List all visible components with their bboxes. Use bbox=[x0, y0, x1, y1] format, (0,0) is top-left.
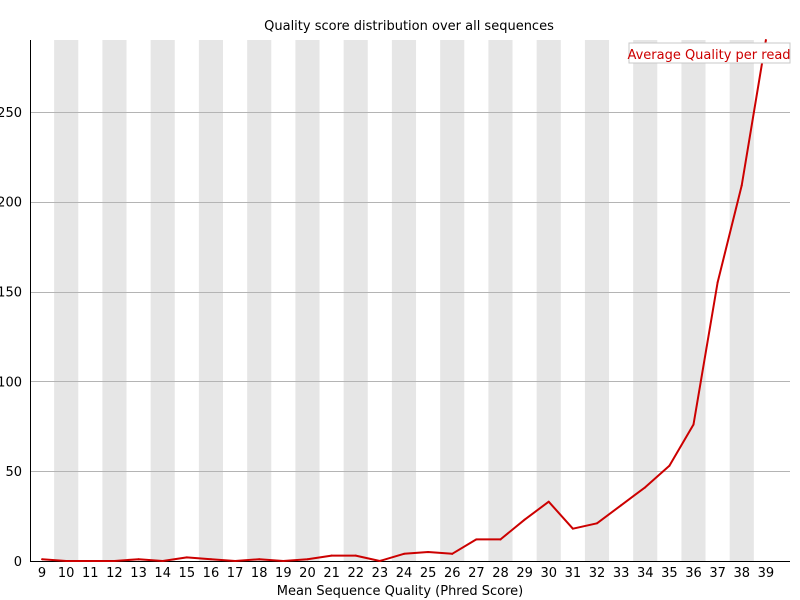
data-point-25 bbox=[427, 551, 430, 554]
data-point-21 bbox=[330, 554, 333, 557]
band-32 bbox=[584, 40, 610, 561]
band-28 bbox=[488, 40, 513, 561]
x-tick-22: 22 bbox=[347, 566, 364, 581]
data-point-37 bbox=[716, 281, 719, 284]
x-tick-32: 32 bbox=[589, 566, 606, 581]
x-tick-21: 21 bbox=[323, 566, 340, 581]
x-tick-38: 38 bbox=[733, 566, 750, 581]
data-point-23 bbox=[378, 560, 381, 562]
band-38 bbox=[729, 40, 754, 561]
x-tick-33: 33 bbox=[613, 566, 630, 581]
y-tick-200: 200 bbox=[0, 196, 22, 211]
x-tick-9: 9 bbox=[38, 566, 46, 581]
x-tick-39: 39 bbox=[758, 566, 775, 581]
y-tick-0: 0 bbox=[14, 555, 22, 570]
y-tick-50: 50 bbox=[5, 465, 22, 480]
data-point-16 bbox=[209, 558, 212, 561]
band-18 bbox=[247, 40, 272, 561]
x-tick-18: 18 bbox=[251, 566, 268, 581]
data-point-17 bbox=[234, 560, 237, 562]
data-point-12 bbox=[113, 560, 116, 562]
x-tick-12: 12 bbox=[106, 566, 123, 581]
x-tick-28: 28 bbox=[492, 566, 509, 581]
x-tick-labels: 9 10 11 12 13 14 15 16 17 18 19 20 21 22 23 24 25 26 27 28 2… bbox=[38, 566, 774, 581]
band-30 bbox=[536, 40, 561, 561]
x-tick-29: 29 bbox=[516, 566, 533, 581]
x-tick-15: 15 bbox=[179, 566, 196, 581]
legend: Average Quality per read bbox=[627, 42, 791, 64]
y-tick-150: 150 bbox=[0, 286, 22, 301]
band-22 bbox=[343, 40, 368, 561]
band-36 bbox=[681, 40, 706, 561]
data-point-19 bbox=[282, 560, 285, 562]
data-point-14 bbox=[161, 560, 164, 562]
data-point-39 bbox=[764, 39, 767, 41]
x-tick-13: 13 bbox=[130, 566, 147, 581]
legend-label: Average Quality per read bbox=[627, 48, 790, 63]
data-point-36 bbox=[692, 423, 695, 426]
x-axis-label: Mean Sequence Quality (Phred Score) bbox=[277, 584, 523, 599]
band-24 bbox=[391, 40, 417, 561]
legend-box bbox=[628, 42, 791, 64]
data-point-38 bbox=[740, 184, 743, 187]
series-lines bbox=[41, 39, 767, 562]
data-point-33 bbox=[620, 504, 623, 507]
x-tick-23: 23 bbox=[372, 566, 389, 581]
band-14 bbox=[150, 40, 175, 561]
data-point-30 bbox=[547, 500, 550, 503]
data-point-22 bbox=[354, 554, 357, 557]
x-tick-26: 26 bbox=[444, 566, 461, 581]
x-tick-10: 10 bbox=[58, 566, 75, 581]
chart-title: Quality score distribution over all sequ… bbox=[264, 19, 554, 34]
x-tick-11: 11 bbox=[82, 566, 99, 581]
band-12 bbox=[102, 40, 127, 561]
x-tick-35: 35 bbox=[661, 566, 678, 581]
data-point-31 bbox=[571, 527, 574, 530]
x-tick-27: 27 bbox=[468, 566, 485, 581]
data-point-20 bbox=[306, 558, 309, 561]
x-tick-17: 17 bbox=[227, 566, 244, 581]
x-tick-37: 37 bbox=[709, 566, 726, 581]
alternating-bands bbox=[54, 40, 754, 561]
data-point-35 bbox=[668, 464, 671, 467]
band-10 bbox=[54, 40, 79, 561]
data-point-27 bbox=[475, 538, 478, 541]
x-tick-20: 20 bbox=[299, 566, 316, 581]
data-point-11 bbox=[89, 560, 92, 562]
data-point-32 bbox=[595, 522, 598, 525]
y-tick-labels: 0 50 100 150 200 250 bbox=[0, 106, 22, 570]
x-tick-19: 19 bbox=[275, 566, 292, 581]
x-tick-34: 34 bbox=[637, 566, 654, 581]
data-point-34 bbox=[644, 486, 647, 489]
x-tick-31: 31 bbox=[565, 566, 582, 581]
x-tick-14: 14 bbox=[154, 566, 171, 581]
data-point-18 bbox=[258, 558, 261, 561]
data-point-13 bbox=[137, 558, 140, 561]
x-tick-30: 30 bbox=[540, 566, 557, 581]
x-tick-36: 36 bbox=[685, 566, 702, 581]
data-point-28 bbox=[499, 538, 502, 541]
data-point-15 bbox=[185, 556, 188, 559]
band-26 bbox=[440, 40, 465, 561]
data-point-26 bbox=[451, 552, 454, 555]
data-point-10 bbox=[65, 560, 68, 562]
x-tick-25: 25 bbox=[420, 566, 437, 581]
x-tick-24: 24 bbox=[396, 566, 413, 581]
x-tick-16: 16 bbox=[203, 566, 220, 581]
data-point-9 bbox=[41, 558, 44, 561]
band-16 bbox=[198, 40, 224, 561]
y-tick-100: 100 bbox=[0, 375, 22, 390]
data-point-29 bbox=[523, 518, 526, 521]
data-point-24 bbox=[402, 552, 405, 555]
y-tick-250: 250 bbox=[0, 106, 22, 121]
band-20 bbox=[295, 40, 320, 561]
band-34 bbox=[633, 40, 658, 561]
